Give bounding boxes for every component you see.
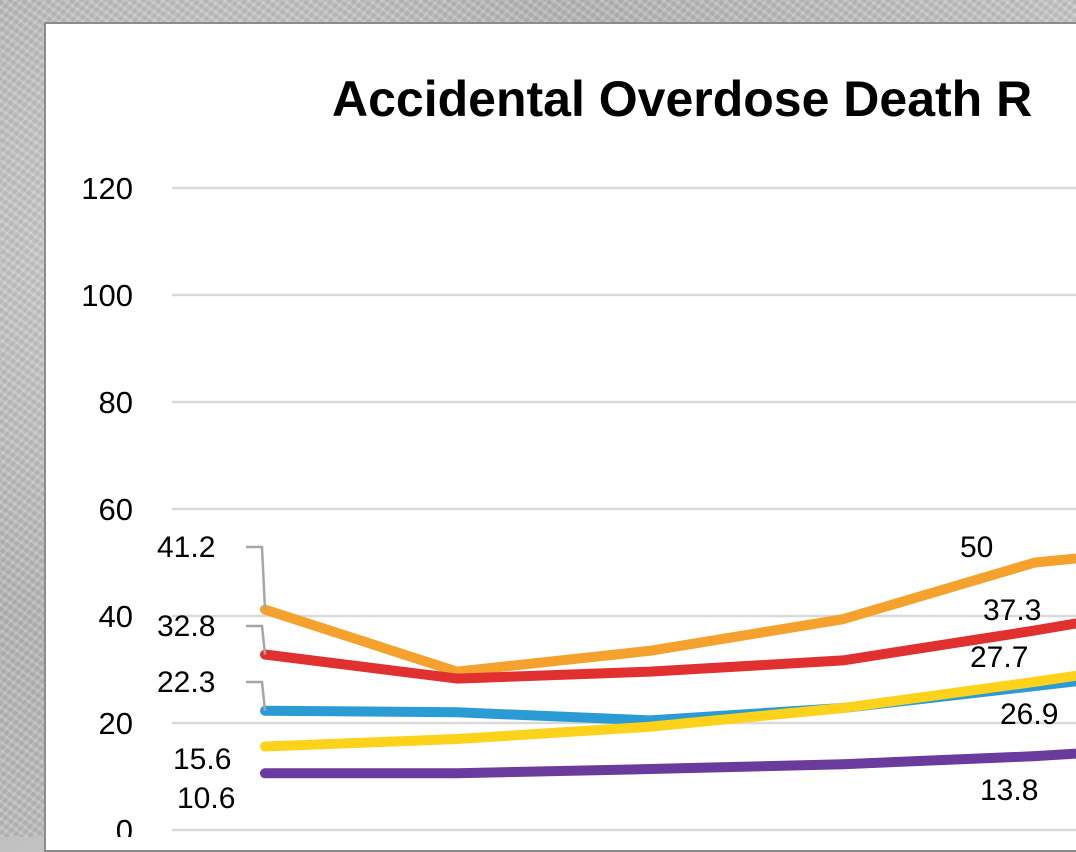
data-label-red: 37.3 — [983, 594, 1041, 627]
data-label-yellow: 27.7 — [970, 641, 1028, 674]
series-line-purple — [260, 748, 1076, 779]
data-label-red: 32.8 — [157, 610, 215, 643]
y-tick-label: 40 — [99, 599, 133, 634]
leader-line — [246, 545, 267, 610]
data-label-blue: 26.9 — [1000, 698, 1058, 731]
y-tick-label: 20 — [99, 706, 133, 741]
leader-line — [246, 624, 267, 655]
series-line-orange — [260, 553, 1076, 677]
y-tick-label: 0 — [116, 813, 133, 837]
y-tick-label: 80 — [99, 385, 133, 420]
chart-title: Accidental Overdose Death R — [332, 71, 1032, 127]
series-line-red — [260, 618, 1076, 684]
y-tick-label: 100 — [81, 278, 133, 313]
y-tick-label: 120 — [81, 171, 133, 206]
leader-line — [246, 680, 267, 711]
series-line-yellow — [260, 670, 1076, 752]
data-label-yellow: 15.6 — [173, 743, 231, 776]
data-label-purple: 10.6 — [177, 782, 235, 815]
data-label-orange: 41.2 — [157, 531, 215, 564]
y-tick-label: 60 — [99, 492, 133, 527]
data-label-blue: 22.3 — [157, 666, 215, 699]
data-label-orange: 50 — [960, 531, 993, 564]
data-label-purple: 13.8 — [980, 774, 1038, 807]
